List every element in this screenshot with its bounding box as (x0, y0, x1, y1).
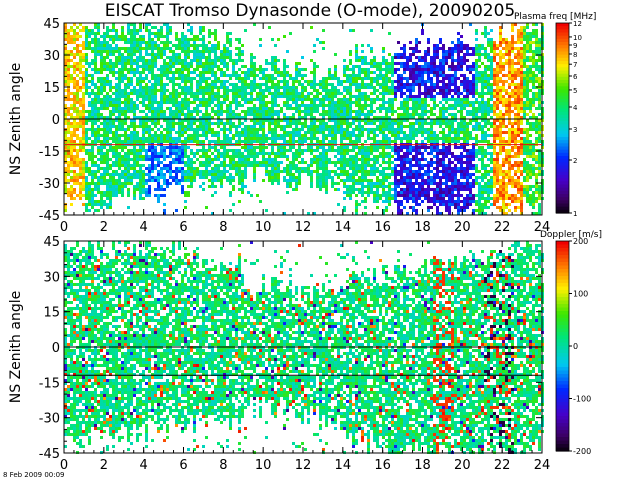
colorbar-tick-label: 100 (573, 290, 588, 299)
x-tick-label: 18 (414, 220, 431, 235)
x-tick-label: 16 (374, 458, 391, 473)
colorbar-tick-label: 10 (573, 34, 582, 42)
x-tick-label: 8 (219, 220, 227, 235)
y-axis-label: NS Zenith angle (8, 291, 24, 403)
x-tick-label: 0 (60, 458, 68, 473)
x-tick-label: 16 (374, 220, 391, 235)
colorbar-tick-label: 2 (573, 157, 577, 165)
x-tick-label: 10 (255, 220, 272, 235)
y-tick-label: -15 (39, 376, 60, 391)
y-tick-label: -45 (39, 447, 60, 462)
y-axis-label: NS Zenith angle (8, 63, 24, 175)
data-field (64, 241, 544, 454)
panels: 0 2 4 6 8 10 12 14 16 18 20 22 24-45-30-150153045NS … (8, 12, 602, 473)
chart-title: EISCAT Tromso Dynasonde (O-mode), 200902… (105, 1, 515, 21)
colorbar-tick-label: 9 (573, 42, 577, 50)
colorbar-tick-label: 12 (573, 20, 582, 28)
x-tick-label: 2 (100, 458, 108, 473)
panel-doppler: 0 2 4 6 8 10 12 14 16 18 20 22 24-45-30-150153045NS … (8, 230, 602, 473)
y-tick-label: 15 (43, 81, 60, 96)
y-tick-label: 0 (52, 341, 60, 356)
x-tick-label: 14 (335, 220, 352, 235)
x-tick-label: 8 (219, 458, 227, 473)
timestamp-label: 8 Feb 2009 00:09 (3, 471, 65, 479)
colorbar-tick-label: 0 (573, 342, 578, 351)
colorbar-tick-label: 200 (573, 237, 588, 246)
x-tick-label: 4 (140, 220, 148, 235)
x-tick-label: 12 (295, 458, 312, 473)
y-tick-label: -30 (39, 177, 60, 192)
y-tick-label: 30 (43, 270, 60, 285)
colorbar-tick-label: 6 (573, 73, 578, 81)
x-tick-label: 0 (60, 220, 68, 235)
colorbar-tick-label: 8 (573, 51, 577, 59)
colorbar-tick-label: 7 (573, 61, 577, 69)
colorbar-tick-label: -100 (573, 395, 591, 404)
colorbar-label: Plasma freq [MHz] (514, 12, 596, 22)
y-tick-label: 45 (43, 17, 60, 32)
colorbar-tick-label: 4 (573, 104, 578, 112)
x-tick-label: 24 (534, 220, 551, 235)
colorbar-label: Doppler [m/s] (540, 230, 602, 240)
x-tick-label: 14 (335, 458, 352, 473)
colorbar-tick-label: -200 (573, 447, 591, 456)
x-tick-label: 6 (179, 220, 187, 235)
y-tick-label: 15 (43, 306, 60, 321)
x-tick-label: 18 (414, 458, 431, 473)
x-tick-label: 2 (100, 220, 108, 235)
y-tick-label: -45 (39, 209, 60, 224)
x-tick-label: 22 (494, 458, 511, 473)
x-tick-label: 12 (295, 220, 312, 235)
x-tick-label: 24 (534, 458, 551, 473)
x-tick-label: 20 (454, 458, 471, 473)
x-tick-label: 10 (255, 458, 272, 473)
y-tick-label: 30 (43, 49, 60, 64)
colorbar-tick-label: 1 (573, 210, 577, 218)
colorbar-tick-label: 3 (573, 126, 577, 134)
y-tick-label: 45 (43, 235, 60, 250)
y-tick-label: -15 (39, 145, 60, 160)
x-tick-label: 4 (140, 458, 148, 473)
panel-plasma-frequency: 0 2 4 6 8 10 12 14 16 18 20 22 24-45-30-150153045NS … (8, 12, 596, 235)
x-tick-label: 6 (179, 458, 187, 473)
colorbar-tick-label: 5 (573, 87, 577, 95)
y-tick-label: 0 (52, 113, 60, 128)
x-tick-label: 20 (454, 220, 471, 235)
y-tick-label: -30 (39, 412, 60, 427)
x-tick-label: 22 (494, 220, 511, 235)
